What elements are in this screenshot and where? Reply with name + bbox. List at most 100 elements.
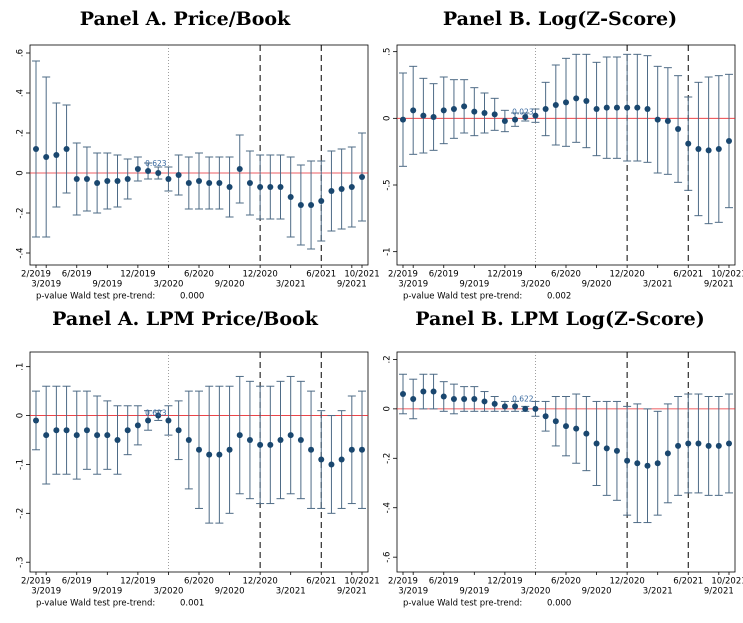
x-tick-label: 3/2020 bbox=[153, 280, 183, 290]
point-estimate bbox=[471, 108, 478, 115]
point-estimate bbox=[624, 104, 631, 111]
point-estimate bbox=[359, 174, 365, 180]
point-estimate bbox=[593, 106, 600, 112]
point-estimate bbox=[114, 437, 121, 443]
panel-title: Panel A. Price/Book bbox=[80, 8, 291, 30]
panel: Panel A. Price/Book-.4-.20.2.4.62/20193/… bbox=[16, 8, 380, 302]
point-estimate bbox=[542, 413, 549, 420]
point-estimate bbox=[634, 460, 641, 467]
point-estimate bbox=[359, 446, 365, 453]
x-tick-label: 6/2021 bbox=[673, 577, 703, 587]
point-estimate bbox=[83, 176, 90, 182]
point-estimate bbox=[53, 152, 60, 158]
point-estimate bbox=[664, 450, 671, 457]
point-estimate bbox=[257, 441, 264, 448]
point-estimate bbox=[522, 114, 529, 120]
point-estimate bbox=[338, 186, 345, 192]
point-estimate bbox=[73, 176, 80, 182]
point-estimate bbox=[461, 395, 468, 402]
point-estimate bbox=[226, 446, 233, 453]
x-tick-label: 12/2020 bbox=[242, 577, 277, 587]
x-tick-label: 12/2019 bbox=[120, 577, 155, 587]
point-estimate bbox=[277, 184, 284, 190]
point-estimate bbox=[695, 440, 702, 447]
point-estimate bbox=[216, 180, 223, 186]
point-estimate bbox=[573, 425, 580, 432]
panel: Panel B. Log(Z-Score) -1 -.5 0 .5 2/20193/201… bbox=[383, 8, 743, 302]
point-estimate bbox=[675, 126, 682, 132]
x-tick-label: 9/2019 bbox=[459, 587, 489, 597]
point-estimate bbox=[624, 457, 631, 464]
plot-frame bbox=[396, 351, 736, 573]
point-estimate bbox=[104, 432, 111, 439]
panel-title: Panel A. LPM Price/Book bbox=[52, 308, 319, 330]
point-estimate bbox=[685, 140, 692, 147]
point-estimate bbox=[246, 180, 253, 186]
y-tick-label: .2 bbox=[16, 129, 26, 137]
point-estimate bbox=[450, 395, 457, 402]
point-estimate bbox=[155, 170, 162, 176]
annotation: 0.623 bbox=[145, 408, 167, 417]
point-estimate bbox=[583, 98, 590, 104]
point-estimate bbox=[165, 417, 172, 424]
point-estimate bbox=[491, 111, 498, 118]
point-estimate bbox=[73, 432, 80, 439]
x-tick-label: 3/2021 bbox=[643, 280, 673, 290]
point-estimate bbox=[705, 442, 712, 449]
panel-title: Panel B. LPM Log(Z-Score) bbox=[415, 308, 705, 330]
point-estimate bbox=[328, 188, 335, 194]
x-tick-label: 2/2019 bbox=[21, 270, 51, 280]
point-estimate bbox=[43, 154, 50, 160]
point-estimate bbox=[695, 146, 702, 152]
panel-title: Panel B. Log(Z-Score) bbox=[443, 8, 677, 30]
x-tick-label: 2/2019 bbox=[388, 577, 418, 587]
x-tick-label: 12/2019 bbox=[487, 577, 522, 587]
point-estimate bbox=[593, 440, 600, 447]
point-estimate bbox=[94, 432, 101, 439]
point-estimate bbox=[104, 178, 111, 184]
y-tick-label: .1 bbox=[16, 363, 26, 371]
point-estimate bbox=[348, 446, 355, 453]
y-tick-label: -.2 bbox=[16, 508, 26, 519]
y-tick-label: -.4 bbox=[16, 247, 26, 258]
point-estimate bbox=[155, 412, 162, 419]
point-estimate bbox=[481, 110, 488, 116]
y-tick-label: -.4 bbox=[383, 502, 393, 513]
point-estimate bbox=[124, 176, 131, 182]
point-estimate bbox=[685, 440, 692, 447]
note-value: 0.000 bbox=[180, 292, 204, 302]
note-label: p-value Wald test pre-trend: bbox=[403, 599, 522, 609]
point-estimate bbox=[512, 116, 519, 123]
point-estimate bbox=[552, 418, 559, 425]
point-estimate bbox=[196, 178, 202, 184]
point-estimate bbox=[583, 430, 590, 437]
y-tick-label: -.3 bbox=[16, 557, 26, 568]
y-tick-label: 0 bbox=[383, 116, 393, 121]
x-tick-label: 3/2020 bbox=[520, 280, 550, 290]
point-estimate bbox=[726, 138, 732, 144]
point-estimate bbox=[165, 176, 172, 182]
annotation: 0.023 bbox=[512, 108, 534, 117]
point-estimate bbox=[603, 104, 610, 111]
x-tick-label: 9/2019 bbox=[459, 280, 489, 290]
point-estimate bbox=[43, 432, 50, 439]
point-estimate bbox=[83, 427, 90, 434]
point-estimate bbox=[328, 461, 335, 468]
point-estimate bbox=[196, 446, 202, 453]
point-estimate bbox=[308, 446, 315, 453]
point-estimate bbox=[287, 194, 294, 200]
point-estimate bbox=[461, 103, 468, 110]
point-estimate bbox=[501, 403, 508, 410]
y-tick-label: .5 bbox=[383, 48, 393, 56]
point-estimate bbox=[603, 445, 610, 452]
x-tick-label: 9/2020 bbox=[582, 280, 612, 290]
y-tick-label: -.5 bbox=[383, 179, 393, 190]
point-estimate bbox=[491, 400, 498, 407]
y-tick-label: -.2 bbox=[16, 207, 26, 218]
point-estimate bbox=[145, 168, 152, 174]
point-estimate bbox=[348, 184, 355, 190]
point-estimate bbox=[420, 388, 427, 395]
x-tick-label: 9/2021 bbox=[337, 587, 367, 597]
point-estimate bbox=[267, 441, 274, 448]
